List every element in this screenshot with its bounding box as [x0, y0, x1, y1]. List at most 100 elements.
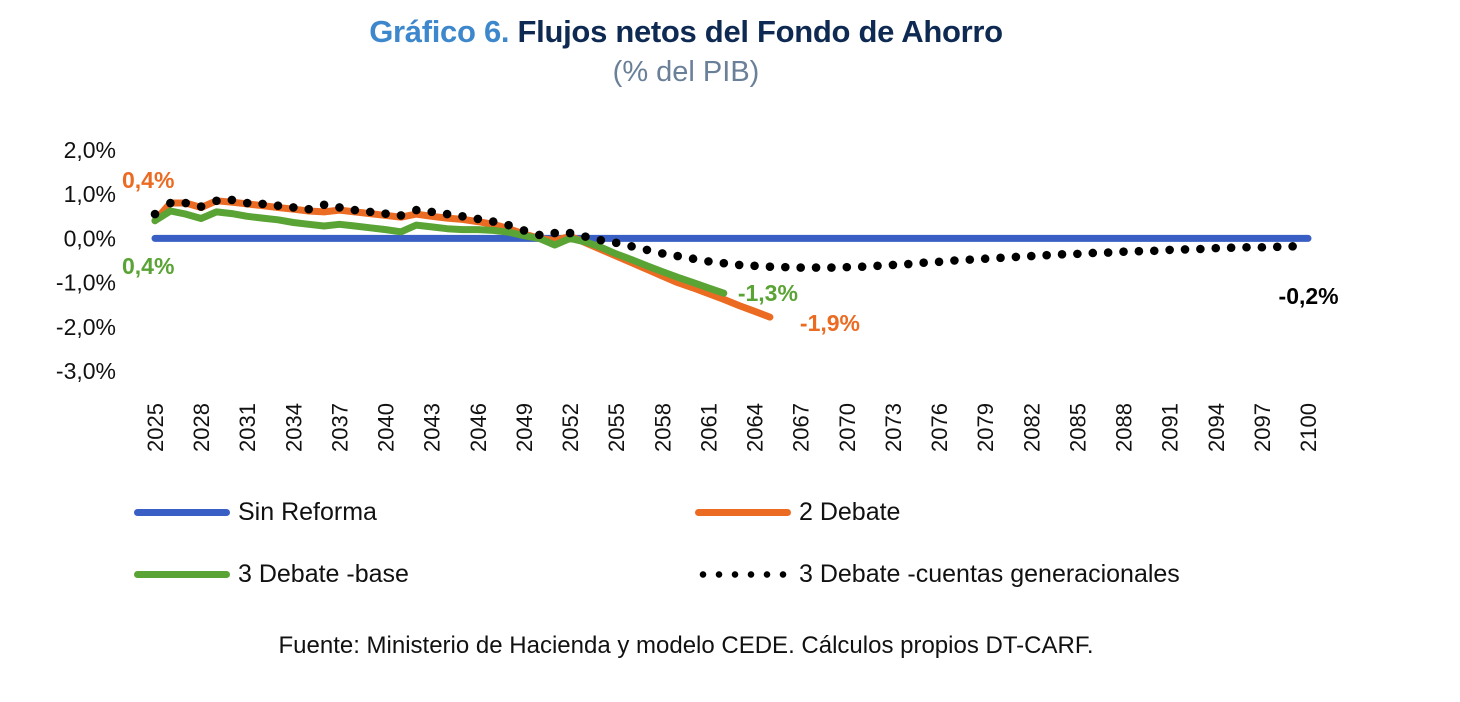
- data-point: [688, 254, 698, 264]
- data-point: [1272, 242, 1282, 252]
- legend-swatch-3-debate-base: [134, 571, 230, 578]
- legend-item-2-debate[interactable]: 2 Debate: [695, 498, 900, 527]
- x-tick-label: 2067: [789, 403, 814, 452]
- x-tick-label: 2097: [1250, 403, 1275, 452]
- data-point: [535, 230, 544, 240]
- chart-title-main: Flujos netos del Fondo de Ahorro: [517, 14, 1004, 49]
- x-tick-label: 2055: [604, 403, 629, 452]
- source-note: Fuente: Ministerio de Hacienda y modelo …: [278, 632, 1094, 659]
- data-point: [365, 207, 375, 217]
- data-label: -1,3%: [738, 280, 798, 306]
- data-point: [381, 209, 390, 218]
- data-point: [1134, 246, 1144, 256]
- data-point: [811, 263, 821, 272]
- data-point: [181, 198, 191, 208]
- legend-label: 3 Debate -cuentas generacionales: [799, 560, 1180, 588]
- data-point: [427, 207, 437, 217]
- data-point: [827, 263, 836, 272]
- data-point: [796, 263, 805, 272]
- data-point: [673, 251, 682, 261]
- data-point: [888, 260, 898, 270]
- data-point: [734, 260, 744, 270]
- x-axis: 2025 2028 2031 2034 2037 2040 2043 2046 2049 2052…: [143, 403, 1321, 452]
- data-point: [150, 209, 160, 219]
- y-tick-label: 2,0%: [64, 137, 116, 163]
- data-point: [442, 209, 452, 219]
- data-point: [488, 217, 498, 226]
- y-tick-label: 0,0%: [64, 225, 116, 251]
- data-point: [596, 235, 606, 245]
- data-point: [996, 253, 1005, 263]
- legend-item-sin-reforma[interactable]: Sin Reforma: [134, 498, 377, 527]
- data-point: [1042, 250, 1051, 260]
- data-point: [611, 238, 621, 248]
- data-point: [227, 195, 237, 205]
- x-tick-label: 2061: [696, 403, 721, 452]
- data-point: [458, 212, 467, 221]
- data-point: [350, 205, 360, 215]
- data-point: [1257, 242, 1267, 252]
- data-point: [565, 228, 575, 238]
- legend-item-3-debate-base[interactable]: 3 Debate -base: [134, 560, 409, 589]
- data-point: [473, 214, 483, 224]
- y-axis: 2,0% 1,0% 0,0% -1,0% -2,0% -3,0%: [56, 137, 116, 384]
- x-tick-label: 2052: [558, 403, 583, 452]
- legend-swatch-2-debate: [695, 509, 791, 516]
- x-tick-label: 2073: [881, 403, 906, 452]
- data-point: [1057, 250, 1067, 259]
- chart-title: Gráfico 6. Flujos netos del Fondo de Aho…: [0, 14, 1372, 50]
- x-tick-label: 2025: [143, 403, 168, 452]
- x-tick-label: 2082: [1019, 403, 1044, 452]
- x-tick-label: 2037: [327, 403, 352, 452]
- x-tick-label: 2091: [1158, 403, 1183, 452]
- x-tick-label: 2088: [1112, 403, 1137, 452]
- x-tick-label: 2046: [466, 403, 491, 452]
- legend-label: 2 Debate: [799, 498, 901, 526]
- x-tick-label: 2076: [927, 403, 952, 452]
- data-point: [304, 204, 314, 214]
- data-point: [934, 257, 944, 267]
- data-point: [242, 198, 252, 208]
- data-point: [1242, 242, 1251, 252]
- legend-item-3-debate-cuentas[interactable]: 3 Debate -cuentas generacionales: [695, 560, 1180, 589]
- data-point: [1211, 243, 1221, 253]
- chart-title-block: Gráfico 6. Flujos netos del Fondo de Aho…: [0, 14, 1372, 89]
- chart-title-prefix: Gráfico 6.: [369, 14, 510, 49]
- data-label: -0,2%: [1279, 283, 1339, 309]
- data-point: [842, 262, 852, 272]
- data-label: 0,4%: [122, 253, 174, 279]
- x-tick-label: 2034: [281, 403, 306, 452]
- series-line-3-debate-base: [151, 207, 728, 297]
- data-point: [550, 228, 560, 238]
- data-point: [581, 232, 590, 241]
- data-label: -1,9%: [800, 310, 860, 336]
- legend-swatch-sin-reforma: [134, 509, 230, 516]
- y-tick-label: 1,0%: [64, 181, 116, 207]
- data-label: 0,4%: [122, 167, 174, 193]
- x-tick-label: 2070: [835, 403, 860, 452]
- data-point: [1149, 246, 1159, 256]
- x-tick-label: 2058: [650, 403, 675, 452]
- data-point: [289, 203, 298, 212]
- data-point: [980, 254, 990, 264]
- data-point: [396, 211, 406, 220]
- data-point: [750, 261, 759, 271]
- legend-swatch-3-debate-cuentas: [695, 571, 791, 578]
- data-point: [765, 262, 775, 271]
- y-tick-label: -3,0%: [56, 358, 116, 384]
- data-point: [1088, 248, 1098, 258]
- data-point: [719, 258, 729, 268]
- x-tick-label: 2031: [235, 403, 260, 452]
- data-point: [335, 203, 344, 212]
- data-labels: 0,4% 0,4% -1,3%-1,9% -0,2%: [122, 167, 1339, 336]
- data-point: [412, 205, 421, 215]
- data-point: [950, 256, 959, 265]
- legend-label: Sin Reforma: [238, 498, 377, 526]
- data-point: [196, 202, 206, 211]
- x-tick-label: 2028: [189, 403, 214, 452]
- data-point: [1026, 251, 1036, 261]
- data-point: [258, 199, 267, 209]
- data-point: [704, 257, 713, 266]
- data-point: [1011, 252, 1021, 262]
- x-tick-label: 2100: [1296, 403, 1321, 452]
